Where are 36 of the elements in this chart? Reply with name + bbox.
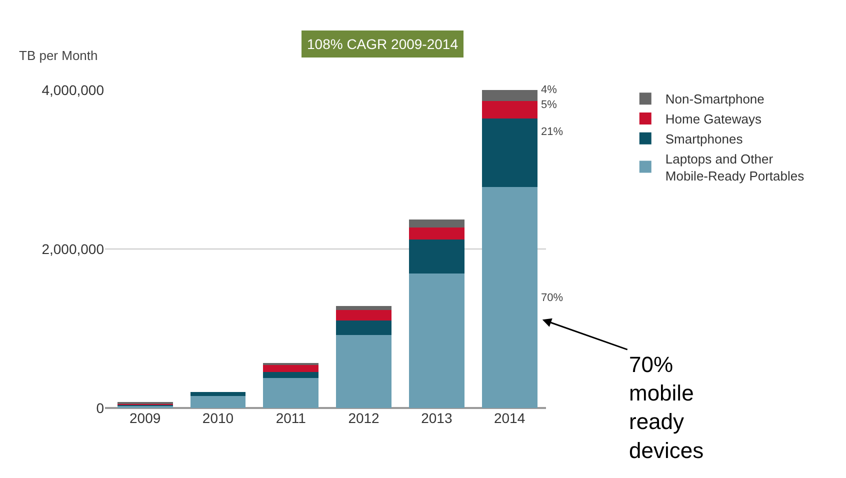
bar [482, 186, 538, 408]
legend-label: Home Gateways [665, 112, 762, 127]
annotation: 21% [541, 126, 564, 138]
y-axis-title: TB per Month [19, 48, 98, 63]
x-tick-label: 2013 [421, 410, 452, 426]
x-tick-label: 2009 [130, 410, 161, 426]
text: 108% CAGR 2009-2014 [307, 36, 458, 52]
y-tick-label: 4,000,000 [42, 82, 104, 98]
bar [336, 306, 392, 310]
y-tick-label: 2,000,000 [42, 240, 104, 257]
bar [263, 378, 319, 408]
bar [408, 228, 464, 240]
bar [263, 372, 319, 378]
x-tick-label: 2010 [202, 410, 234, 426]
bar [482, 101, 538, 119]
bar [408, 274, 464, 408]
legend-label: Non-Smartphone [665, 92, 764, 107]
annotation: 5% [541, 99, 558, 111]
x-tick-label: 2011 [276, 410, 306, 426]
annotation: 4% [541, 84, 558, 96]
bar [336, 310, 392, 321]
bar [336, 334, 392, 408]
bar [408, 220, 464, 228]
y-tick-label: 0 [96, 400, 104, 416]
bar [482, 90, 538, 102]
bar [190, 392, 246, 396]
x-tick-label: 2012 [348, 410, 380, 426]
x-tick-label: 2014 [494, 410, 526, 426]
text: 70% mobile ready devices [629, 352, 704, 463]
bar [482, 118, 538, 187]
bar [190, 396, 246, 408]
legend-label: Laptops and Other Mobile-Ready Portables [665, 151, 805, 184]
bar [336, 320, 392, 335]
bar [408, 239, 464, 274]
legend-label: Smartphones [665, 131, 744, 146]
annotation: 70% [541, 292, 564, 304]
